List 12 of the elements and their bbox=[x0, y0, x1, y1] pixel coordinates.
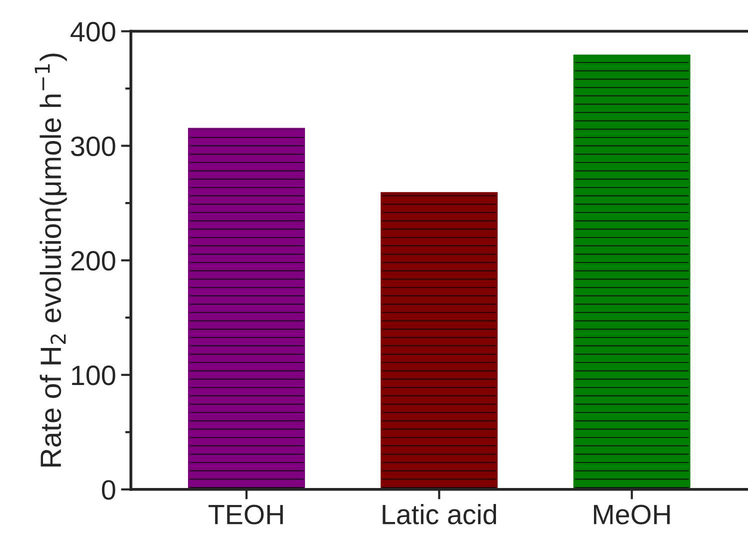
y-tick-label: 200 bbox=[71, 251, 116, 271]
y-axis-title: Rate of H$_{2}$ evolution(μmole h$^{−1}$) bbox=[34, 54, 67, 466]
x-tick-label: TEOH bbox=[208, 504, 283, 524]
y-tick-label: 100 bbox=[72, 366, 116, 386]
bar bbox=[188, 128, 305, 490]
x-tick-label: Latic acid bbox=[382, 504, 496, 524]
bar bbox=[380, 192, 498, 490]
y-tick-label: 300 bbox=[71, 136, 116, 156]
y-tick-label: 400 bbox=[70, 22, 116, 42]
bar bbox=[573, 54, 690, 490]
x-tick-label: MeOH bbox=[594, 504, 670, 524]
y-tick-label: 0 bbox=[102, 480, 116, 500]
